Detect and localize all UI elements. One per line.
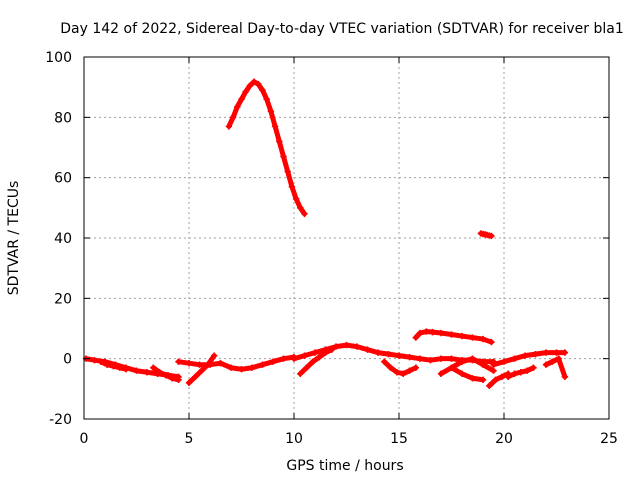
- y-axis-label: SDTVAR / TECUs: [6, 181, 22, 296]
- series-arc-dip-4: [297, 346, 335, 377]
- x-tick-label: 25: [600, 431, 618, 447]
- x-tick-label: 10: [285, 431, 303, 447]
- series-arc-base-2: [175, 353, 298, 373]
- series-arc-upper-band: [412, 328, 495, 346]
- axis-ticks: 0 5 10 15 20 25 -20 0 20 40 60 80 100: [45, 50, 618, 447]
- data-point: [479, 376, 487, 383]
- y-tick-label: 80: [54, 110, 72, 126]
- data-point: [561, 373, 569, 380]
- series-arc-dip-8: [486, 370, 512, 390]
- y-tick-label: 20: [54, 291, 72, 307]
- data-points: [82, 78, 569, 390]
- data-point: [122, 366, 130, 373]
- data-point: [175, 376, 182, 383]
- data-point: [490, 367, 497, 374]
- y-tick-label: 60: [54, 171, 72, 187]
- data-trace-segment: [205, 353, 217, 368]
- series-arc-dip-2: [150, 364, 182, 383]
- data-trace-segment: [556, 356, 568, 380]
- series-arc-mid: [477, 230, 495, 240]
- series-arc-high: [225, 78, 308, 218]
- series-arc-base-3: [290, 341, 403, 362]
- series-arc-dip-1: [97, 358, 130, 373]
- data-trace-segment: [480, 362, 496, 374]
- y-tick-label: 100: [45, 50, 72, 66]
- x-tick-label: 20: [495, 431, 513, 447]
- y-tick-label: -20: [49, 412, 72, 428]
- series-arc-dip-3: [185, 352, 218, 386]
- series-arc-dip-9: [505, 364, 537, 380]
- data-point: [301, 210, 308, 218]
- grid-lines: [84, 57, 609, 419]
- y-tick-label: 0: [63, 352, 72, 368]
- chart-title: Day 142 of 2022, Sidereal Day-to-day VTE…: [60, 21, 623, 37]
- data-point: [530, 364, 537, 371]
- data-point: [328, 346, 335, 353]
- data-point: [561, 349, 569, 356]
- x-tick-label: 15: [390, 431, 408, 447]
- x-axis-label: GPS time / hours: [286, 458, 403, 474]
- series-arc-dip-10: [542, 355, 569, 380]
- series-arc-base-5: [490, 349, 569, 368]
- series-arc-dip-5: [381, 358, 419, 377]
- data-point: [211, 352, 218, 359]
- x-tick-label: 5: [185, 431, 194, 447]
- data-point: [412, 364, 419, 371]
- data-point: [488, 338, 495, 346]
- data-point: [488, 232, 495, 240]
- series-arc-dip-7: [448, 364, 487, 383]
- x-tick-label: 0: [80, 431, 89, 447]
- y-tick-label: 40: [54, 231, 72, 247]
